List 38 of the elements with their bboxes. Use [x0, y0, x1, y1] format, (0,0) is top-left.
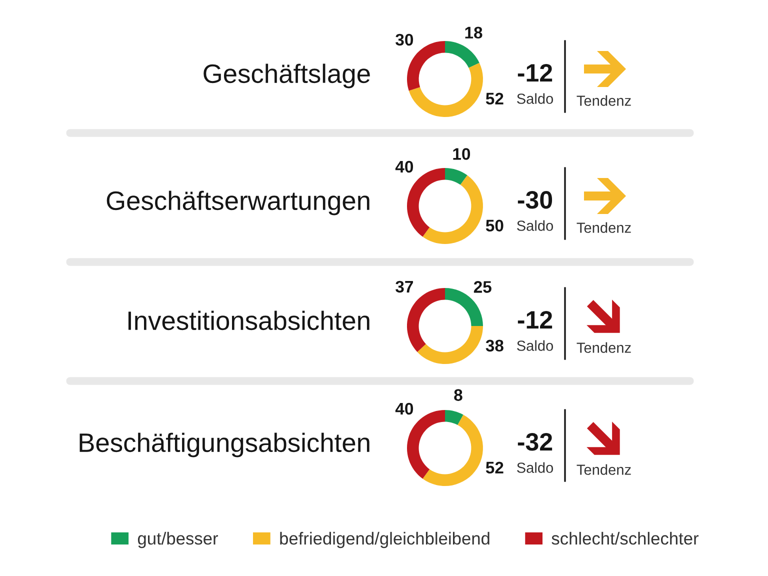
text: Tendenz: [576, 95, 631, 106]
text: -32: [518, 433, 552, 451]
data-label: 8: [454, 389, 462, 401]
donut-slice: [445, 410, 464, 426]
text: Saldo: [517, 462, 554, 473]
text: Saldo: [517, 340, 554, 351]
data-label: 52: [486, 462, 504, 474]
donut-slice: [445, 41, 480, 68]
text: Geschäftslage: [204, 64, 370, 88]
data-label: 25: [474, 281, 492, 293]
donut-slice: [422, 175, 483, 244]
data-label: 38: [486, 340, 504, 352]
legend-label: befriedigend/gleichbleibend: [280, 532, 490, 548]
donut-slice: [417, 326, 483, 364]
text: Tendenz: [576, 464, 631, 475]
data-label: 37: [396, 280, 413, 293]
data-label: 40: [395, 160, 414, 173]
data-label: 40: [395, 402, 414, 415]
text: Geschäftserwartungen: [106, 190, 370, 216]
text: Tendenz: [576, 342, 631, 353]
text: -12: [518, 64, 552, 82]
data-label: 18: [465, 26, 482, 39]
donut-slice: [445, 168, 468, 185]
text: Saldo: [517, 93, 554, 104]
legend-label: gut/besser: [138, 532, 218, 548]
data-label: 50: [486, 220, 504, 232]
data-label: 30: [396, 34, 414, 46]
text: -12: [518, 311, 552, 328]
text: -30: [518, 191, 552, 209]
donut-slice: [422, 414, 483, 486]
text: Beschäftigungsabsichten: [80, 432, 370, 458]
legend-label: schlecht/schlechter: [552, 532, 699, 545]
text: Saldo: [517, 220, 554, 231]
data-label: 52: [486, 92, 504, 105]
text: Tendenz: [576, 222, 631, 233]
data-label: 10: [453, 148, 470, 160]
text: Investitionsabsichten: [128, 310, 370, 330]
donut-slice: [408, 62, 483, 117]
